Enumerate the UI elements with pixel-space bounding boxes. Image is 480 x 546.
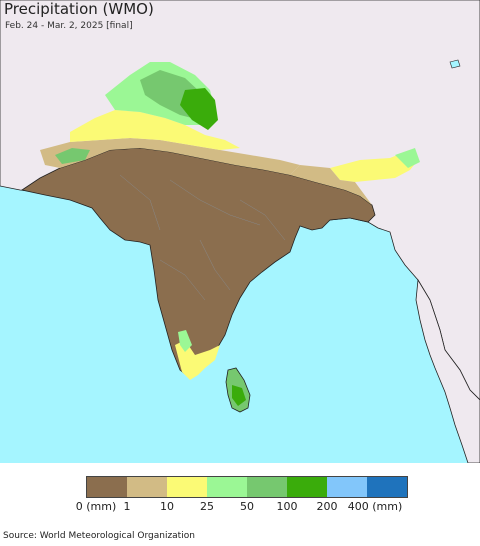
source-credit: Source: World Meteorological Organizatio… xyxy=(3,531,195,541)
legend-label-6: 200 xyxy=(316,500,338,513)
legend-label-3: 25 xyxy=(200,500,214,513)
legend-swatch-5 xyxy=(287,477,327,497)
northeast-tan xyxy=(290,165,372,205)
map-subtitle: Feb. 24 - Mar. 2, 2025 [final] xyxy=(5,21,133,31)
legend-swatch-0 xyxy=(87,477,127,497)
northeast-green xyxy=(395,148,420,168)
legend-swatch-7 xyxy=(367,477,407,497)
map-title: Precipitation (WMO) xyxy=(4,0,154,18)
legend-swatch-1 xyxy=(127,477,167,497)
legend-labels: 0 (mm) 1 10 25 50 100 200 400 (mm) xyxy=(0,500,480,514)
small-lake xyxy=(449,59,461,69)
north-green-dark xyxy=(180,88,218,130)
legend-label-2: 10 xyxy=(160,500,174,513)
legend-label-1: 1 xyxy=(123,500,131,513)
legend-swatch-4 xyxy=(247,477,287,497)
northeast-yellow xyxy=(330,150,418,182)
sri-lanka-dark xyxy=(232,385,246,406)
legend-label-0: 0 (mm) xyxy=(75,500,117,513)
north-yellow-band xyxy=(70,110,240,150)
legend-label-5: 100 xyxy=(276,500,298,513)
land-southeast-asia xyxy=(415,278,480,464)
legend-swatch-2 xyxy=(167,477,207,497)
north-tan-band xyxy=(40,138,300,175)
legend-color-bar xyxy=(86,476,408,498)
legend-swatch-6 xyxy=(327,477,367,497)
west-green-patch xyxy=(55,148,90,164)
legend-label-4: 50 xyxy=(240,500,254,513)
legend-swatch-3 xyxy=(207,477,247,497)
state-borders xyxy=(119,174,286,301)
south-green-tip xyxy=(178,330,192,352)
legend-label-7: 400 (mm) xyxy=(347,500,403,513)
